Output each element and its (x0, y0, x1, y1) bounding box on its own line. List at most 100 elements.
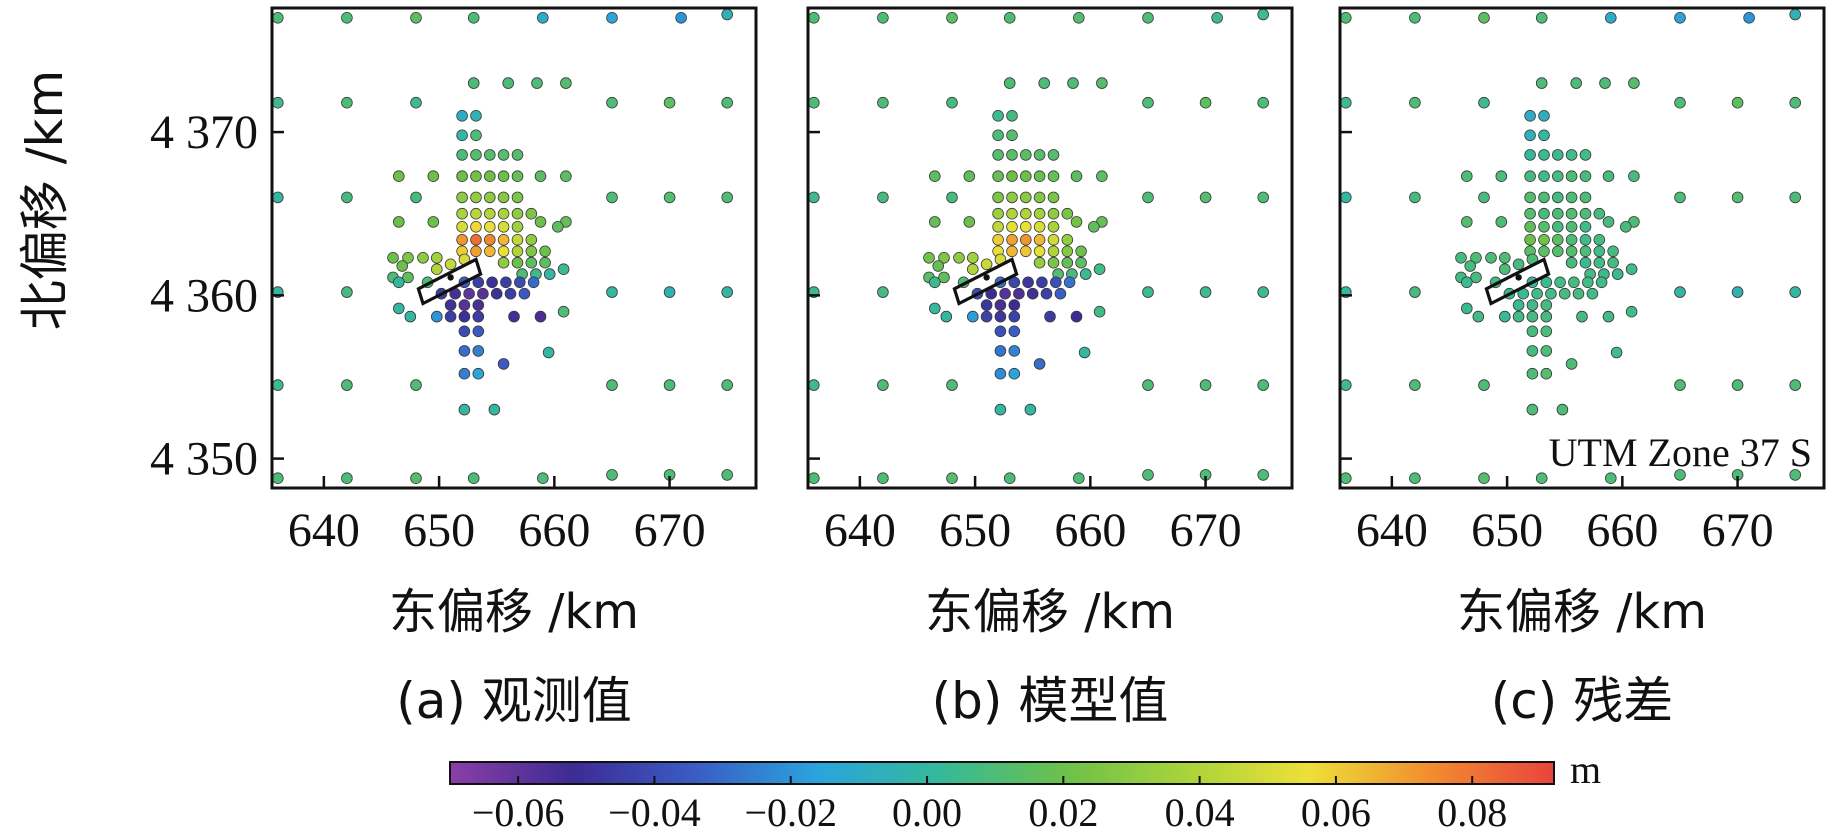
data-point (1033, 358, 1046, 370)
data-point (1552, 149, 1564, 161)
data-point (1512, 310, 1525, 323)
data-point (1789, 191, 1802, 204)
data-point (1047, 256, 1060, 269)
y-tick-label: 4 360 (150, 269, 258, 322)
data-point (484, 149, 496, 161)
data-point (1257, 96, 1270, 109)
data-point (1142, 469, 1154, 481)
data-point (1072, 472, 1085, 485)
data-point (431, 252, 443, 264)
data-point (1096, 170, 1108, 183)
data-point (1789, 286, 1802, 298)
data-point (1789, 469, 1802, 481)
x-axis-title: 东偏移 /km (1457, 584, 1707, 640)
data-point (1142, 191, 1154, 204)
data-point (1044, 310, 1056, 323)
data-point (1020, 207, 1032, 220)
data-point (341, 379, 353, 391)
data-point (470, 110, 482, 122)
data-point (994, 345, 1007, 357)
data-point (1789, 379, 1802, 391)
data-point (539, 256, 551, 269)
data-point (1593, 207, 1606, 220)
data-point (1003, 472, 1016, 485)
data-point (1020, 149, 1032, 161)
data-point (946, 472, 958, 485)
data-point (1006, 170, 1018, 183)
panel-observed: 640 650 660 670 4 350 4 360 4 370 东偏移 /km (a) … (150, 6, 758, 730)
data-point (497, 149, 510, 161)
data-point (663, 379, 676, 391)
data-point (1540, 325, 1553, 338)
data-point (518, 287, 531, 300)
colorbar-tick-label: 0.08 (1437, 790, 1507, 833)
colorbar-tick-label: 0.06 (1301, 790, 1371, 833)
y-tick-label: 4 370 (150, 106, 258, 159)
data-point (536, 12, 549, 24)
data-point (1008, 345, 1021, 357)
data-point (1579, 256, 1592, 269)
data-point (272, 96, 284, 109)
data-point (1047, 245, 1060, 258)
x-tick-label: 660 (518, 504, 590, 557)
data-point (543, 268, 556, 280)
data-point (1033, 245, 1046, 258)
x-tick-label: 640 (288, 504, 360, 557)
data-point (490, 287, 503, 300)
data-point (1552, 245, 1564, 258)
data-point (456, 170, 468, 183)
data-point (1033, 207, 1046, 220)
x-tick-label: 660 (1586, 504, 1658, 557)
panel-title: (c) 残差 (1491, 672, 1673, 730)
data-point (1061, 256, 1074, 269)
data-point (1006, 149, 1018, 161)
data-point (606, 191, 618, 204)
data-point (1054, 287, 1067, 300)
data-point (999, 287, 1011, 300)
data-point (470, 191, 482, 204)
data-point (497, 358, 510, 370)
data-point (444, 258, 457, 271)
data-point (410, 379, 422, 391)
data-point (1565, 191, 1578, 204)
data-point (1674, 379, 1686, 391)
data-point (1586, 287, 1599, 300)
data-point (663, 191, 676, 204)
data-point (1006, 207, 1018, 220)
plot-frame (806, 6, 1294, 490)
data-point (484, 221, 496, 233)
data-point (470, 129, 482, 142)
data-point (980, 310, 993, 323)
data-point (272, 472, 284, 485)
data-point (551, 221, 564, 233)
data-point (1674, 286, 1686, 298)
data-point (606, 286, 618, 298)
data-point (877, 191, 889, 204)
data-point (458, 367, 471, 380)
data-point (402, 271, 414, 284)
data-point (1595, 276, 1608, 289)
data-point (1610, 346, 1623, 359)
data-point (1628, 77, 1640, 89)
data-point (1257, 191, 1270, 204)
data-point (1470, 271, 1482, 284)
data-point (1568, 276, 1580, 289)
data-point (1033, 221, 1046, 233)
data-point (721, 191, 734, 204)
data-point (1512, 258, 1525, 271)
data-point (940, 310, 953, 323)
data-point (1047, 207, 1060, 220)
data-point (1040, 287, 1053, 300)
data-point (1033, 170, 1046, 183)
data-point (1526, 310, 1539, 323)
data-point (444, 299, 457, 311)
data-point (525, 234, 538, 246)
data-point (1674, 96, 1686, 109)
data-point (1552, 191, 1564, 204)
data-point (458, 310, 471, 323)
data-point (1006, 110, 1018, 122)
data-point (477, 287, 489, 300)
x-tick-label: 640 (1356, 504, 1428, 557)
data-point (1008, 367, 1021, 380)
data-point (1743, 12, 1755, 24)
